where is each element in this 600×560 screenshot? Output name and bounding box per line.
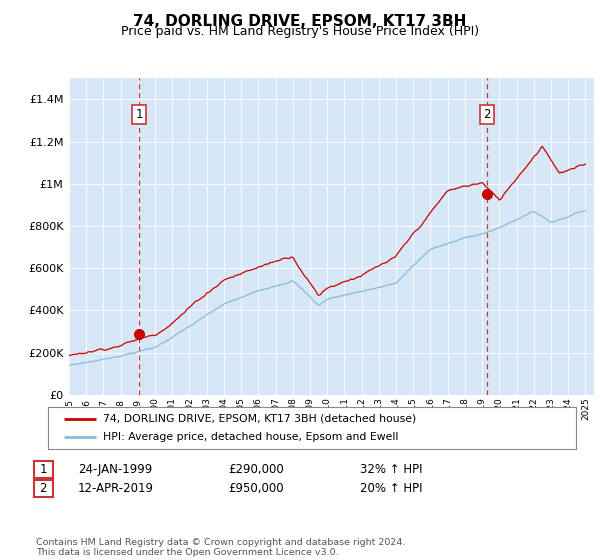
Text: 74, DORLING DRIVE, EPSOM, KT17 3BH (detached house): 74, DORLING DRIVE, EPSOM, KT17 3BH (deta…: [103, 414, 416, 424]
Text: 32% ↑ HPI: 32% ↑ HPI: [360, 463, 422, 476]
Text: £950,000: £950,000: [228, 482, 284, 496]
Text: HPI: Average price, detached house, Epsom and Ewell: HPI: Average price, detached house, Epso…: [103, 432, 399, 442]
Text: 2: 2: [483, 108, 491, 121]
Text: Price paid vs. HM Land Registry's House Price Index (HPI): Price paid vs. HM Land Registry's House …: [121, 25, 479, 38]
Text: £290,000: £290,000: [228, 463, 284, 476]
Text: 24-JAN-1999: 24-JAN-1999: [78, 463, 152, 476]
Text: 1: 1: [40, 463, 47, 476]
Text: 2: 2: [40, 482, 47, 496]
Text: 12-APR-2019: 12-APR-2019: [78, 482, 154, 496]
Text: 20% ↑ HPI: 20% ↑ HPI: [360, 482, 422, 496]
Text: 74, DORLING DRIVE, EPSOM, KT17 3BH: 74, DORLING DRIVE, EPSOM, KT17 3BH: [133, 14, 467, 29]
Text: 1: 1: [136, 108, 143, 121]
Text: Contains HM Land Registry data © Crown copyright and database right 2024.
This d: Contains HM Land Registry data © Crown c…: [36, 538, 406, 557]
